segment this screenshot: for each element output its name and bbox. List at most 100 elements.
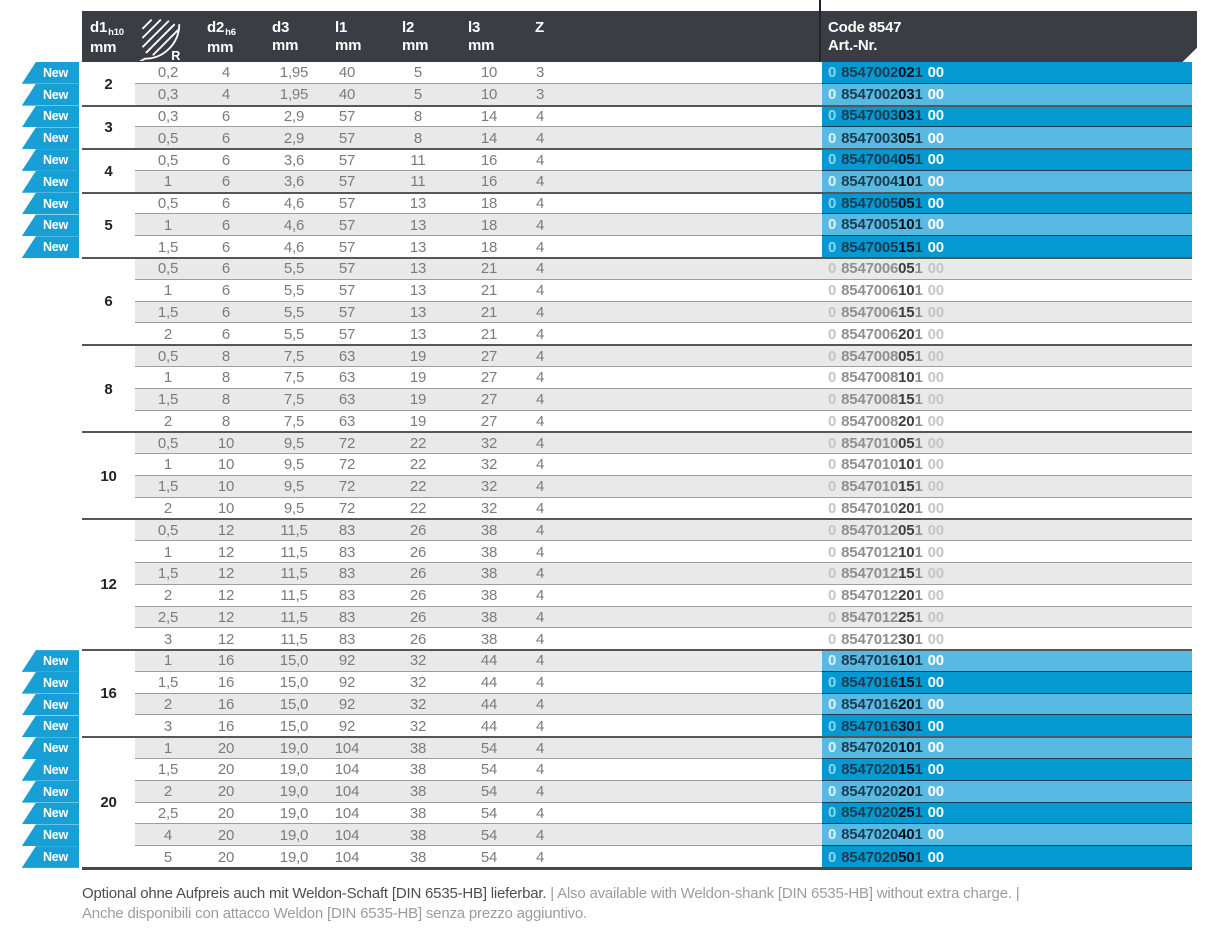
cell-d3: 7,5 (283, 347, 305, 365)
cell-d2: 16 (217, 696, 235, 714)
cell-z: 4 (536, 608, 545, 626)
new-badge: New (21, 105, 79, 128)
art-prefix: 0 (828, 717, 837, 735)
new-badge: New (21, 737, 79, 759)
article-number-cell: 0 8547010 20 1 00 (822, 498, 1192, 520)
article-number-cell: 0 8547008 15 1 00 (822, 389, 1192, 411)
cell-l2: 5 (413, 64, 423, 82)
article-number-cell: 0 8547003 03 1 00 (822, 105, 1192, 128)
cell-radius: 1 (163, 216, 173, 234)
column-header-z: Z (535, 19, 544, 36)
art-post: 1 (914, 804, 923, 822)
table-row: New 0,3 4 1,95 40 5 10 3 0 8547002 03 1 00 (0, 83, 1210, 106)
art-post: 1 (914, 282, 923, 300)
table-row: 2 12 11,5 83 26 38 4 0 8547012 20 1 00 (0, 585, 1210, 607)
new-badge-label: New (42, 828, 69, 843)
group-separator (82, 736, 1192, 739)
art-suffix: 00 (927, 651, 945, 669)
art-main: 8547016 (841, 717, 899, 735)
art-post: 1 (914, 238, 923, 256)
d1-group-label: 10 (100, 467, 117, 485)
cell-radius: 1 (163, 173, 173, 191)
art-post: 1 (914, 412, 923, 430)
cell-radius: 0,5 (157, 260, 179, 278)
cell-d3: 1,95 (279, 86, 309, 104)
cell-d3: 4,6 (283, 195, 305, 213)
cell-d2: 8 (221, 391, 231, 409)
art-bold: 10 (898, 456, 915, 474)
new-badge-label: New (42, 240, 69, 255)
cell-l2: 11 (410, 151, 426, 169)
table-row: 2 8 7,5 63 19 27 4 0 8547008 20 1 00 (0, 411, 1210, 433)
art-prefix: 0 (828, 216, 837, 234)
cell-d3: 15,0 (279, 674, 309, 692)
article-number-cell: 0 8547006 20 1 00 (822, 323, 1192, 345)
art-post: 1 (914, 739, 923, 757)
cell-l2: 32 (409, 696, 427, 714)
cell-z: 4 (536, 282, 545, 300)
group-separator (82, 649, 1192, 652)
cell-z: 4 (536, 325, 545, 343)
cell-d3: 5,5 (283, 282, 305, 300)
art-main: 8547002 (841, 86, 899, 104)
cell-z: 4 (536, 674, 545, 692)
cell-l3: 10 (480, 64, 498, 82)
table-row: 2,5 12 11,5 83 26 38 4 0 8547012 25 1 00 (0, 606, 1210, 629)
art-suffix: 00 (927, 782, 945, 800)
new-badge: New (21, 214, 79, 237)
article-number-cell: 0 8547020 10 1 00 (822, 737, 1192, 759)
art-main: 8547020 (841, 848, 899, 866)
d1-group-label: 5 (104, 217, 113, 234)
art-bold: 05 (898, 260, 915, 278)
cell-l3: 54 (480, 739, 498, 757)
cell-l3: 54 (480, 848, 498, 866)
art-prefix: 0 (828, 194, 837, 212)
new-badge: New (21, 236, 79, 259)
cell-l3: 14 (480, 107, 498, 125)
cell-d2: 8 (221, 412, 231, 430)
art-bold: 25 (898, 804, 915, 822)
cell-l2: 26 (409, 565, 427, 583)
cell-l3: 27 (480, 412, 498, 430)
art-bold: 20 (898, 325, 915, 343)
art-suffix: 00 (927, 303, 945, 321)
art-bold: 10 (898, 543, 915, 561)
cell-d3: 1,95 (279, 64, 309, 82)
table-row: 1 6 5,5 57 13 21 4 0 8547006 10 1 00 (0, 280, 1210, 302)
d1-group-label: 16 (100, 685, 117, 702)
d1-group-label: 3 (104, 119, 113, 136)
cell-l3: 18 (480, 238, 498, 256)
art-prefix: 0 (828, 608, 837, 626)
cell-z: 4 (536, 783, 545, 801)
art-bold: 25 (898, 608, 915, 626)
cell-radius: 0,2 (157, 64, 179, 82)
cell-l2: 19 (409, 391, 427, 409)
art-prefix: 0 (828, 86, 837, 104)
article-number-cell: 0 8547012 05 1 00 (822, 519, 1192, 541)
table-row: 0,5 12 11,5 83 26 38 4 0 8547012 05 1 00 (0, 518, 1210, 542)
column-header-d1: d1h10 mm (90, 19, 124, 56)
art-prefix: 0 (828, 260, 837, 278)
cell-l3: 10 (480, 86, 498, 104)
group-separator (82, 104, 1192, 107)
cell-d2: 6 (221, 107, 231, 125)
art-main: 8547012 (841, 630, 899, 648)
art-bold: 15 (898, 303, 915, 321)
new-badge: New (21, 846, 79, 868)
table-row: 1,5 10 9,5 72 22 32 4 0 8547010 15 1 00 (0, 475, 1210, 498)
article-number-cell: 0 8547012 20 1 00 (822, 585, 1192, 607)
art-prefix: 0 (828, 543, 837, 561)
art-bold: 20 (898, 587, 915, 605)
new-badge-label: New (42, 719, 69, 734)
cell-l2: 5 (413, 86, 423, 104)
cell-z: 4 (536, 412, 545, 430)
cell-z: 4 (536, 238, 545, 256)
cell-radius: 1 (163, 369, 173, 387)
cell-radius: 3 (163, 717, 173, 735)
cell-z: 4 (536, 630, 545, 648)
cell-z: 4 (536, 173, 545, 191)
new-badge-label: New (42, 174, 69, 189)
cell-d2: 12 (217, 521, 235, 539)
art-post: 1 (914, 651, 923, 669)
new-badge: New (21, 824, 79, 847)
